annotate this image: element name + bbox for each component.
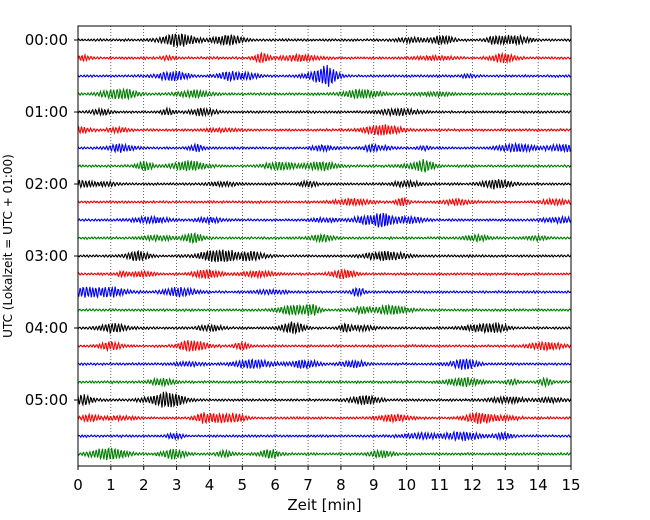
trace-line [77,321,571,335]
trace-line [77,430,572,442]
trace-line [77,212,572,228]
trace-line [77,249,572,263]
x-tick-label: 6 [270,476,280,494]
trace-line [77,285,572,299]
y-tick-label: 04:00 [25,319,68,337]
trace-line [77,358,572,370]
trace-line [77,159,572,173]
x-tick-label: 15 [561,476,580,494]
x-tick-label: 14 [529,476,548,494]
y-axis-ticks: 00:00 01:00 02:00 03:00 04:00 05:00 [25,31,78,409]
trace-line [77,141,572,154]
trace-line [77,411,572,425]
x-tick-label: 11 [430,476,449,494]
x-axis-label: Zeit [min] [287,496,361,514]
x-tick-label: 8 [336,476,346,494]
x-axis-ticks: 0 1 2 3 4 5 6 7 8 9 10 11 12 13 14 15 [73,466,581,494]
trace-line [77,447,572,461]
trace-line [77,64,572,87]
trace-line [77,87,571,101]
trace-line [77,268,572,280]
y-tick-label: 02:00 [25,175,68,193]
y-tick-label: 01:00 [25,103,68,121]
x-tick-label: 3 [172,476,182,494]
trace-line [77,376,572,389]
trace-line [77,106,572,118]
y-axis-label: UTC (Lokalzeit = UTC + 01:00) [1,154,15,338]
trace-line [77,51,572,65]
x-tick-label: 5 [238,476,248,494]
trace-line [77,390,572,408]
y-tick-label: 03:00 [25,247,68,265]
trace-line [77,33,572,48]
vertical-gridlines [110,26,539,466]
y-tick-label: 05:00 [25,391,68,409]
y-tick-label: 00:00 [25,31,68,49]
trace-line [77,178,572,190]
x-tick-label: 1 [106,476,116,494]
trace-line [77,231,572,245]
trace-line [77,340,572,353]
x-tick-label: 9 [369,476,379,494]
x-tick-label: 13 [496,476,515,494]
x-tick-label: 2 [139,476,149,494]
trace-line [77,303,572,317]
trace-line [77,196,572,208]
x-tick-label: 10 [397,476,416,494]
x-tick-label: 12 [463,476,482,494]
x-tick-label: 4 [205,476,215,494]
x-tick-label: 7 [303,476,313,494]
plot-frame [77,25,572,467]
trace-line [77,124,572,136]
x-tick-label: 0 [73,476,83,494]
trace-group [77,33,572,461]
